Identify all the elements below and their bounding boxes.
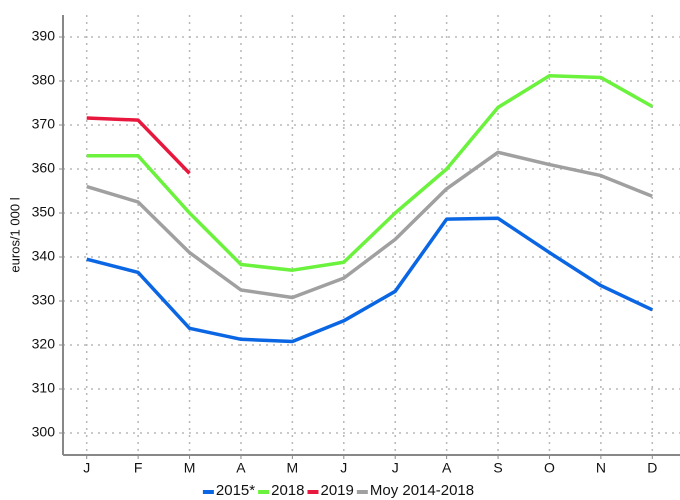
x-tick-label: F — [134, 460, 143, 476]
x-tick-label: J — [340, 460, 347, 476]
y-tick-label: 380 — [32, 72, 56, 88]
x-tick-label: J — [392, 460, 399, 476]
y-tick-label: 300 — [32, 424, 56, 440]
x-tick-label: A — [236, 460, 246, 476]
y-tick-label: 360 — [32, 160, 56, 176]
x-tick-label: D — [647, 460, 657, 476]
x-tick-label: J — [83, 460, 90, 476]
legend-label: 2018 — [271, 482, 304, 499]
x-tick-label: M — [184, 460, 196, 476]
y-tick-label: 340 — [32, 248, 56, 264]
x-tick-label: O — [544, 460, 555, 476]
series-line — [86, 216, 654, 344]
y-tick-label: 370 — [32, 116, 56, 132]
x-tick-label: A — [442, 460, 452, 476]
legend-label: 2015* — [216, 482, 255, 499]
x-tick-label: M — [287, 460, 299, 476]
series-line — [86, 116, 191, 175]
series-line — [86, 73, 654, 272]
y-tick-label: 320 — [32, 336, 56, 352]
x-tick-label: S — [493, 460, 502, 476]
y-tick-label: 330 — [32, 292, 56, 308]
y-axis-label: euros/1 000 l — [7, 197, 22, 272]
series-line — [86, 150, 653, 300]
y-tick-label: 310 — [32, 380, 56, 396]
y-tick-label: 390 — [32, 28, 56, 44]
x-tick-label: N — [596, 460, 606, 476]
legend-label: 2019 — [320, 482, 353, 499]
y-tick-label: 350 — [32, 204, 56, 220]
legend-label: Moy 2014-2018 — [370, 482, 474, 499]
